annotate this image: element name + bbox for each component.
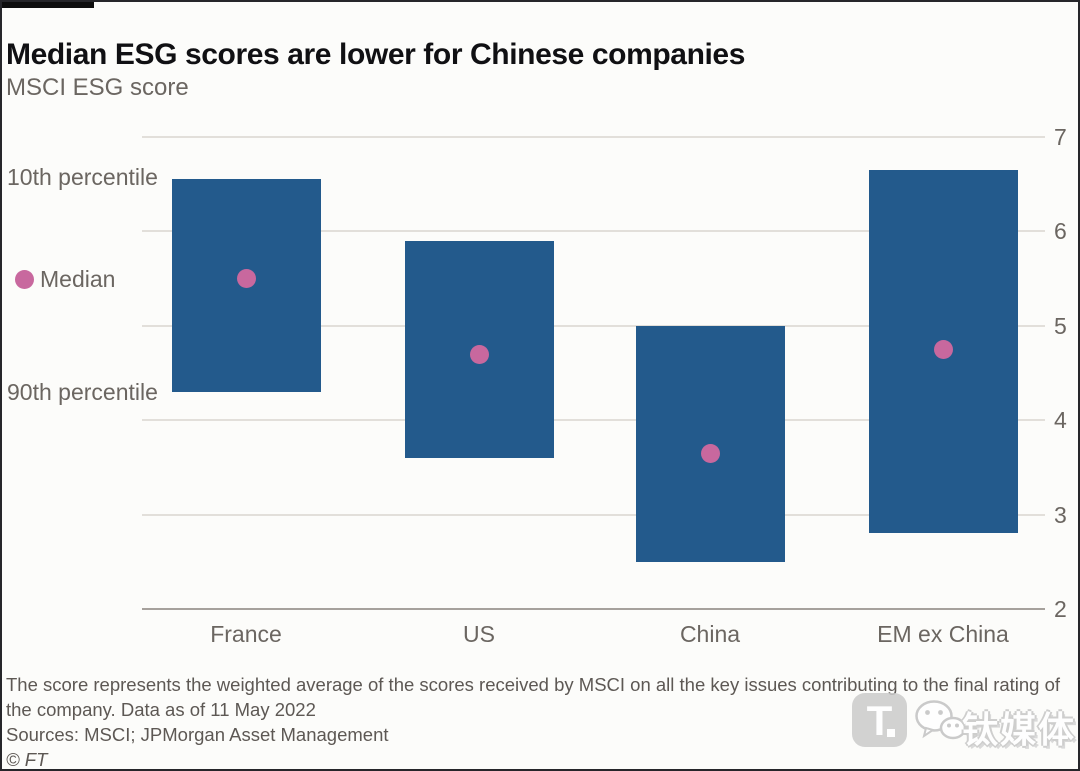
y-tick-label-5: 5 xyxy=(1054,312,1067,339)
category-label-em-ex-china: EM ex China xyxy=(877,621,1009,647)
tmtpost-watermark: T 钛媒体 xyxy=(844,659,1078,769)
median-dot-em-ex-china xyxy=(933,339,953,359)
chart-footer: The score represents the weighted averag… xyxy=(6,672,1061,770)
ft-top-black-bar xyxy=(2,2,94,8)
category-label-us: US xyxy=(463,621,495,647)
footnote-line-1: The score represents the weighted averag… xyxy=(6,674,1061,695)
annotation-10th-percentile: 10th percentile xyxy=(7,164,158,191)
y-tick-label-7: 7 xyxy=(1054,124,1067,150)
tmtpost-logo-letter: T xyxy=(866,697,893,744)
ft-copyright: © FT xyxy=(6,749,48,770)
gridline-4 xyxy=(142,419,1045,422)
annotation-90th-percentile: 90th percentile xyxy=(7,378,158,405)
y-tick-label-2: 2 xyxy=(1054,596,1067,622)
wechat-icon xyxy=(915,700,967,740)
tmtpost-brand-text: 钛媒体 xyxy=(962,709,1077,750)
median-dot-us xyxy=(469,344,489,364)
y-tick-label-4: 4 xyxy=(1054,407,1067,434)
category-label-china: China xyxy=(679,621,741,647)
tmtpost-logo: T xyxy=(852,693,907,747)
y-tick-label-3: 3 xyxy=(1054,501,1067,528)
footnote-line-2: the company. Data as of 11 May 2022 xyxy=(6,699,316,720)
tmtpost-logo-dot xyxy=(887,729,895,737)
gridline-3 xyxy=(142,513,1045,516)
chart-subtitle: MSCI ESG score xyxy=(6,74,189,101)
legend-median-dot xyxy=(15,269,34,289)
chart-title: Median ESG scores are lower for Chinese … xyxy=(6,38,745,72)
category-label-france: France xyxy=(210,621,282,647)
gridline-6 xyxy=(142,230,1045,233)
sources-line: Sources: MSCI; JPMorgan Asset Management xyxy=(6,724,389,745)
gridline-2 xyxy=(142,608,1045,610)
median-dot-china xyxy=(700,443,720,463)
legend-median-label: Median xyxy=(40,265,116,292)
y-tick-label-6: 6 xyxy=(1054,218,1067,245)
median-dot-france xyxy=(236,269,256,289)
gridline-5 xyxy=(142,324,1045,327)
gridline-7 xyxy=(142,136,1045,138)
